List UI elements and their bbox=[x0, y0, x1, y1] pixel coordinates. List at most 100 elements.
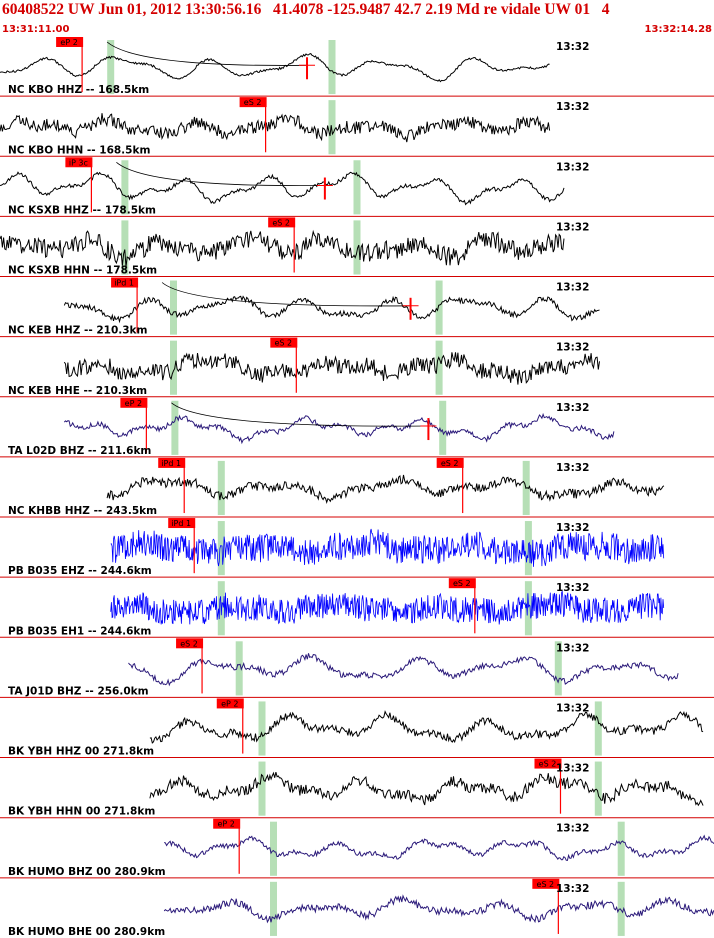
trace-row[interactable]: iPd 1 eS 2 13:32 NC KHBB HHZ -- 243.5km bbox=[0, 456, 714, 517]
pick-label: eS 2 bbox=[272, 218, 290, 227]
phase-pick[interactable]: iPd 1 bbox=[168, 518, 196, 574]
pick-tag bbox=[216, 698, 244, 709]
trace-row[interactable]: eS 2 13:32 PB B035 EH1 -- 244.6km bbox=[0, 576, 714, 637]
pick-label: iPd 1 bbox=[171, 519, 191, 528]
channel-label: TA J01D BHZ -- 256.0km bbox=[8, 685, 149, 697]
phase-pick[interactable]: eP 2 bbox=[216, 698, 244, 754]
trace-row[interactable]: eS 2 13:32 TA J01D BHZ -- 256.0km bbox=[0, 636, 714, 697]
pick-label: iPd 1 bbox=[161, 459, 181, 468]
phase-pick[interactable]: eS 2 bbox=[176, 638, 204, 694]
theoretical-arrival-bar bbox=[107, 40, 115, 95]
phase-pick[interactable]: eS 2 bbox=[436, 457, 464, 514]
channel-label: NC KSXB HHZ -- 178.5km bbox=[8, 204, 156, 216]
phase-pick[interactable]: eS 2 bbox=[448, 578, 476, 634]
pick-label: iPd 1 bbox=[114, 279, 134, 288]
theoretical-arrival-bar bbox=[235, 641, 243, 696]
theoretical-arrival-bar bbox=[435, 280, 443, 335]
channel-label: BK HUMO BHZ 00 280.9km bbox=[8, 866, 166, 878]
phase-pick[interactable]: eS 2 bbox=[239, 97, 267, 153]
phase-pick[interactable]: eS 2 bbox=[270, 337, 298, 393]
trace-row[interactable]: eS 2 13:32 NC KSXB HHN -- 178.5km bbox=[0, 215, 714, 277]
pick-label: eP 2 bbox=[221, 699, 238, 708]
pick-label: eS 2 bbox=[180, 639, 198, 648]
trace-row[interactable]: eS 2 13:32 NC KEB HHE -- 210.3km bbox=[0, 336, 714, 397]
time-mark: 13:32 bbox=[556, 883, 589, 895]
time-mark: 13:32 bbox=[556, 342, 589, 354]
phase-pick[interactable]: eP 2 bbox=[56, 37, 84, 93]
waveform-trace bbox=[128, 653, 679, 687]
channel-label: NC KHBB HHZ -- 243.5km bbox=[8, 505, 157, 517]
trace-row[interactable]: eP 2 13:32 BK HUMO BHZ 00 280.9km bbox=[0, 817, 714, 878]
trace-row[interactable]: iP 3c 13:32 NC KSXB HHZ -- 178.5km bbox=[0, 155, 714, 216]
waveform-trace bbox=[0, 171, 565, 206]
trace-row[interactable]: eS 2 13:32 NC KBO HHN -- 168.5km bbox=[0, 95, 714, 156]
theoretical-arrival-bar bbox=[217, 460, 225, 516]
theoretical-arrival-bar bbox=[554, 641, 562, 696]
channel-label: BK HUMO BHE 00 280.9km bbox=[8, 926, 165, 938]
time-mark: 13:32 bbox=[556, 101, 589, 113]
theoretical-arrival-bar bbox=[328, 100, 336, 155]
phase-pick[interactable]: iPd 1 bbox=[111, 277, 139, 333]
trace-row[interactable]: eP 2 13:32 TA L02D BHZ -- 211.6km bbox=[0, 396, 714, 457]
phase-pick[interactable]: eP 2 bbox=[120, 397, 148, 453]
pick-tag bbox=[213, 818, 241, 829]
pick-tag bbox=[120, 397, 148, 408]
waveform-trace bbox=[0, 229, 565, 268]
pick-tag bbox=[270, 337, 298, 348]
time-mark: 13:32 bbox=[556, 642, 589, 654]
theoretical-arrival-bar bbox=[435, 340, 443, 395]
trace-row[interactable]: eP 2 13:32 BK YBH HHZ 00 271.8km bbox=[0, 696, 714, 758]
trace-row[interactable]: eP 2 13:32 NC KBO HHZ -- 168.5km bbox=[0, 37, 589, 96]
pick-label: iP 3c bbox=[69, 158, 88, 167]
time-mark: 13:32 bbox=[556, 522, 589, 534]
pick-tag bbox=[56, 37, 84, 47]
theoretical-arrival-bar bbox=[439, 400, 447, 455]
trace-row[interactable]: iPd 1 13:32 NC KEB HHZ -- 210.3km bbox=[0, 276, 714, 337]
theoretical-arrival-bar bbox=[170, 280, 177, 335]
theoretical-arrival-bar bbox=[270, 881, 277, 936]
pick-tag bbox=[111, 277, 139, 288]
pick-tag bbox=[268, 217, 296, 228]
waveform-trace bbox=[149, 710, 704, 744]
phase-pick[interactable]: iPd 1 bbox=[158, 457, 186, 514]
waveform-trace bbox=[149, 771, 704, 807]
trace-row[interactable]: eS 2 13:32 BK YBH HHN 00 271.8km bbox=[0, 757, 714, 818]
channel-label: NC KSXB HHN -- 178.5km bbox=[8, 265, 157, 277]
theoretical-arrival-bar bbox=[353, 220, 361, 275]
pick-tag bbox=[534, 758, 562, 769]
window-start-time: 13:31:11.00 bbox=[2, 24, 70, 35]
theoretical-arrival-bar bbox=[217, 521, 225, 576]
phase-pick[interactable]: iP 3c bbox=[65, 157, 93, 213]
pick-label: eP 2 bbox=[60, 38, 77, 47]
time-mark: 13:32 bbox=[556, 402, 589, 414]
trace-row[interactable]: eS 2 13:32 BK HUMO BHE 00 280.9km bbox=[0, 877, 714, 938]
pick-tag bbox=[239, 97, 267, 108]
channel-label: NC KBO HHZ -- 168.5km bbox=[8, 84, 149, 96]
waveform-trace bbox=[0, 53, 550, 83]
phase-pick[interactable]: eS 2 bbox=[268, 217, 296, 273]
theoretical-arrival-bar bbox=[258, 761, 266, 816]
theoretical-arrival-bar bbox=[594, 701, 602, 756]
record-header: 60408522 UW Jun 01, 2012 13:30:56.16 41.… bbox=[0, 0, 714, 36]
pick-tag bbox=[436, 457, 464, 468]
pick-label: eS 2 bbox=[441, 459, 459, 468]
coda-fit-curve bbox=[171, 402, 429, 427]
time-mark: 13:32 bbox=[556, 582, 589, 594]
trace-row[interactable]: iPd 1 13:32 PB B035 EHZ -- 244.6km bbox=[0, 516, 714, 577]
phase-pick[interactable]: eS 2 bbox=[534, 758, 562, 814]
time-mark: 13:32 bbox=[556, 221, 589, 233]
channel-label: PB B035 EHZ -- 244.6km bbox=[8, 565, 152, 577]
phase-pick[interactable]: eP 2 bbox=[213, 818, 241, 874]
phase-pick[interactable]: eS 2 bbox=[532, 878, 560, 934]
time-mark: 13:32 bbox=[556, 41, 589, 53]
pick-label: eP 2 bbox=[217, 820, 234, 829]
channel-label: BK YBH HHN 00 271.8km bbox=[8, 806, 155, 818]
time-mark: 13:32 bbox=[556, 462, 589, 474]
pick-label: eS 2 bbox=[274, 339, 292, 348]
coda-fit-curve bbox=[116, 161, 325, 187]
waveform-trace bbox=[63, 352, 600, 385]
coda-fit-curve bbox=[161, 282, 411, 307]
waveform-trace bbox=[163, 894, 714, 924]
theoretical-arrival-bar bbox=[121, 160, 129, 215]
